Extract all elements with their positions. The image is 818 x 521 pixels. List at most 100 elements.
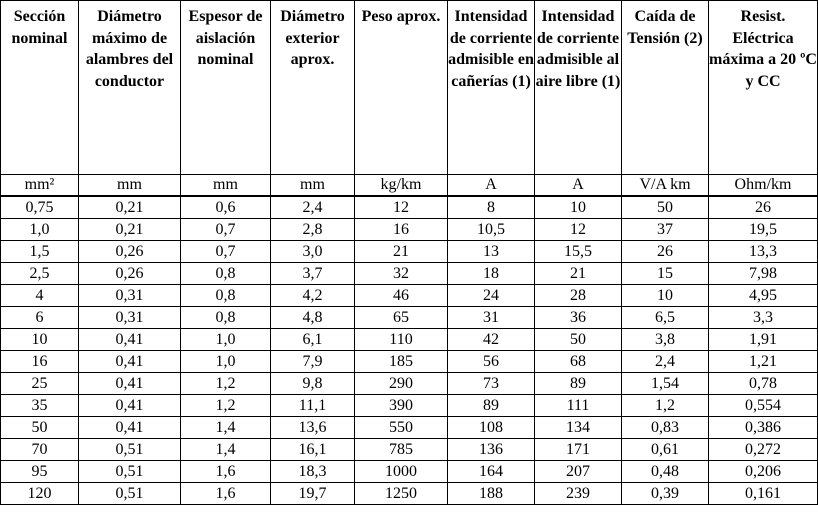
table-cell: 50 [0, 416, 79, 439]
table-cell: 56 [447, 350, 535, 373]
unit-cell: Ohm/km [708, 174, 818, 197]
table-cell: 1,54 [621, 372, 709, 395]
table-cell: 1,21 [708, 350, 818, 373]
table-cell: 550 [354, 416, 448, 439]
table-cell: 3,7 [270, 262, 355, 285]
table-cell: 185 [354, 350, 448, 373]
header-row: Sección nominal Diámetro máximo de alamb… [0, 0, 818, 175]
header-caida-tension: Caída de Tensión (2) [621, 0, 709, 175]
table-cell: 1,2 [621, 394, 709, 417]
table-cell: 3,3 [708, 306, 818, 329]
table-cell: 35 [0, 394, 79, 417]
header-seccion-nominal: Sección nominal [0, 0, 79, 175]
table-cell: 0,51 [78, 438, 181, 461]
table-cell: 13,6 [270, 416, 355, 439]
table-cell: 0,272 [708, 438, 818, 461]
table-cell: 1,0 [0, 218, 79, 241]
table-cell: 1,6 [180, 482, 271, 505]
table-row: 25 0,41 1,2 9,8 290 73 89 1,54 0,78 [0, 372, 818, 395]
table-cell: 2,5 [0, 262, 79, 285]
table-cell: 18,3 [270, 460, 355, 483]
table-cell: 110 [354, 328, 448, 351]
table-cell: 239 [534, 482, 622, 505]
table-cell: 6,5 [621, 306, 709, 329]
table-cell: 65 [354, 306, 448, 329]
table-cell: 207 [534, 460, 622, 483]
table-cell: 25 [0, 372, 79, 395]
table-cell: 290 [354, 372, 448, 395]
table-cell: 164 [447, 460, 535, 483]
unit-cell: kg/km [354, 174, 448, 197]
header-resistencia-electrica: Resist. Eléctrica máxima a 20 ºC y CC [708, 0, 818, 175]
table-row: 35 0,41 1,2 11,1 390 89 111 1,2 0,554 [0, 394, 818, 417]
table-cell: 785 [354, 438, 448, 461]
table-cell: 46 [354, 284, 448, 307]
table-cell: 0,41 [78, 350, 181, 373]
table-cell: 0,161 [708, 482, 818, 505]
table-cell: 1,2 [180, 394, 271, 417]
table-cell: 0,75 [0, 195, 79, 219]
table-row: 70 0,51 1,4 16,1 785 136 171 0,61 0,272 [0, 438, 818, 461]
header-diametro-alambres: Diámetro máximo de alambres del conducto… [78, 0, 181, 175]
table-cell: 0,26 [78, 240, 181, 263]
table-cell: 2,4 [270, 195, 355, 219]
table-cell: 0,8 [180, 262, 271, 285]
table-cell: 0,61 [621, 438, 709, 461]
table-cell: 16 [354, 218, 448, 241]
header-intensidad-aire-libre: Intensidad de corriente admisible al air… [534, 0, 622, 175]
table-cell: 10 [0, 328, 79, 351]
table-cell: 6 [0, 306, 79, 329]
table-cell: 171 [534, 438, 622, 461]
table-row: 4 0,31 0,8 4,2 46 24 28 10 4,95 [0, 284, 818, 307]
table-cell: 4,8 [270, 306, 355, 329]
units-row: mm² mm mm mm kg/km A A V/A km Ohm/km [0, 174, 818, 197]
table-cell: 120 [0, 482, 79, 505]
table-cell: 31 [447, 306, 535, 329]
table-cell: 21 [354, 240, 448, 263]
table-cell: 0,31 [78, 306, 181, 329]
table-body: 0,75 0,21 0,6 2,4 12 8 10 50 26 1,0 0,21 0,7 2,8 16 10… [0, 195, 818, 505]
table-cell: 1,0 [180, 350, 271, 373]
table-cell: 70 [0, 438, 79, 461]
unit-cell: V/A km [621, 174, 709, 197]
table-cell: 28 [534, 284, 622, 307]
header-diametro-exterior: Diámetro exterior aprox. [270, 0, 355, 175]
table-cell: 0,386 [708, 416, 818, 439]
table-cell: 0,206 [708, 460, 818, 483]
unit-cell: mm [270, 174, 355, 197]
table-cell: 10 [621, 284, 709, 307]
table-cell: 19,5 [708, 218, 818, 241]
table-cell: 0,554 [708, 394, 818, 417]
table-cell: 0,7 [180, 240, 271, 263]
table-cell: 1,91 [708, 328, 818, 351]
unit-cell: A [534, 174, 622, 197]
table-cell: 21 [534, 262, 622, 285]
table-cell: 0,41 [78, 328, 181, 351]
table-cell: 0,26 [78, 262, 181, 285]
table-cell: 0,39 [621, 482, 709, 505]
table-cell: 15 [621, 262, 709, 285]
header-peso: Peso aprox. [354, 0, 448, 175]
table-cell: 0,83 [621, 416, 709, 439]
table-cell: 32 [354, 262, 448, 285]
table-row: 10 0,41 1,0 6,1 110 42 50 3,8 1,91 [0, 328, 818, 351]
table-cell: 18 [447, 262, 535, 285]
table-cell: 8 [447, 195, 535, 219]
table-cell: 136 [447, 438, 535, 461]
table-cell: 95 [0, 460, 79, 483]
table-cell: 37 [621, 218, 709, 241]
table-row: 6 0,31 0,8 4,8 65 31 36 6,5 3,3 [0, 306, 818, 329]
table-cell: 13 [447, 240, 535, 263]
table-cell: 4 [0, 284, 79, 307]
table-cell: 10 [534, 195, 622, 219]
table-cell: 0,48 [621, 460, 709, 483]
table-cell: 12 [354, 195, 448, 219]
table-cell: 9,8 [270, 372, 355, 395]
table-cell: 10,5 [447, 218, 535, 241]
table-cell: 26 [708, 195, 818, 219]
table-cell: 1250 [354, 482, 448, 505]
unit-cell: A [447, 174, 535, 197]
table-row: 2,5 0,26 0,8 3,7 32 18 21 15 7,98 [0, 262, 818, 285]
table-cell: 1,2 [180, 372, 271, 395]
table-cell: 0,21 [78, 218, 181, 241]
